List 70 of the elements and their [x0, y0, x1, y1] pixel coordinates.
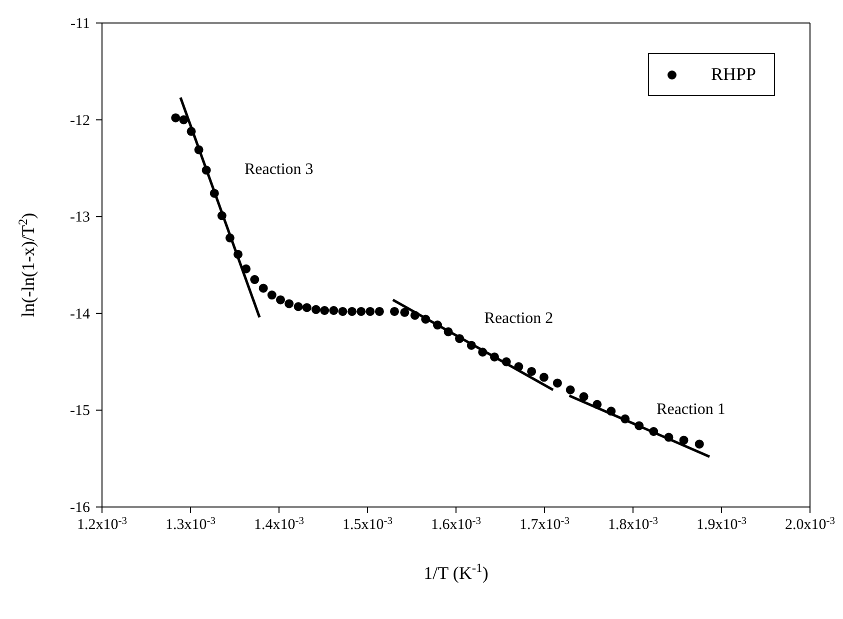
point [329, 306, 338, 315]
point [250, 275, 260, 284]
x-tick-label: 1.5x10$^{-3}$ [342, 516, 392, 533]
point [539, 372, 548, 382]
point [664, 432, 674, 442]
point [242, 264, 251, 274]
point [444, 327, 453, 336]
point [514, 362, 524, 372]
x-tick-label: 1.9x10$^{-3}$ [696, 516, 746, 533]
point [258, 284, 268, 293]
point [679, 436, 688, 445]
x-tick-label: 1.3x10$^{-3}$ [166, 516, 216, 533]
x-tick-label: 1.4x10$^{-3}$ [254, 516, 304, 533]
point [225, 233, 234, 242]
point [566, 385, 575, 394]
y-tick-label: -14 [70, 306, 90, 322]
point [311, 305, 320, 314]
point [276, 295, 286, 304]
x-tick-label: 1.2x10$^{-3}$ [77, 516, 127, 533]
point [194, 145, 204, 154]
point [356, 306, 366, 316]
point [284, 299, 294, 308]
y-tick-label: -16 [70, 500, 90, 516]
point [400, 308, 410, 317]
point [606, 406, 616, 416]
legend-label: RHPP [710, 64, 756, 85]
y-tick-label: -15 [70, 403, 90, 420]
point [466, 340, 476, 350]
y-tick-label: -12 [70, 112, 90, 129]
y-tick-label: -13 [70, 210, 90, 226]
point [634, 421, 644, 430]
point [527, 366, 536, 376]
point [186, 126, 196, 136]
x-tick-label: 1.6x10$^{-3}$ [431, 516, 481, 533]
x-tick-label: 1.7x10$^{-3}$ [520, 516, 570, 533]
point [410, 310, 420, 320]
point [267, 290, 276, 300]
x-tick-label: 2.0x10$^{-3}$ [785, 516, 835, 533]
point [592, 400, 602, 409]
point [374, 306, 384, 316]
point [455, 334, 464, 344]
point [338, 306, 348, 316]
point [552, 378, 562, 388]
point [694, 440, 704, 449]
x-axis-title: 1/T (K$^{-1}$) [424, 561, 488, 583]
point [366, 306, 375, 316]
point [302, 303, 312, 312]
point [210, 188, 219, 198]
point [217, 211, 226, 220]
point [234, 250, 243, 259]
point [620, 414, 630, 424]
point [433, 320, 442, 330]
annotation: Reaction 2 [484, 310, 554, 328]
point [179, 115, 188, 124]
point [320, 306, 330, 315]
point [478, 348, 488, 357]
point [502, 357, 511, 366]
point [490, 352, 499, 362]
point [390, 306, 399, 316]
point [421, 314, 430, 324]
point [579, 392, 588, 402]
point [171, 113, 180, 122]
point [649, 426, 658, 436]
point [348, 306, 357, 316]
point [202, 166, 211, 175]
annotation: Reaction 1 [656, 400, 726, 419]
annotation: Reaction 3 [244, 161, 314, 180]
point [294, 302, 303, 312]
x-tick-label: 1.8x10$^{-3}$ [608, 516, 658, 533]
y-tick-label: -11 [70, 16, 90, 32]
